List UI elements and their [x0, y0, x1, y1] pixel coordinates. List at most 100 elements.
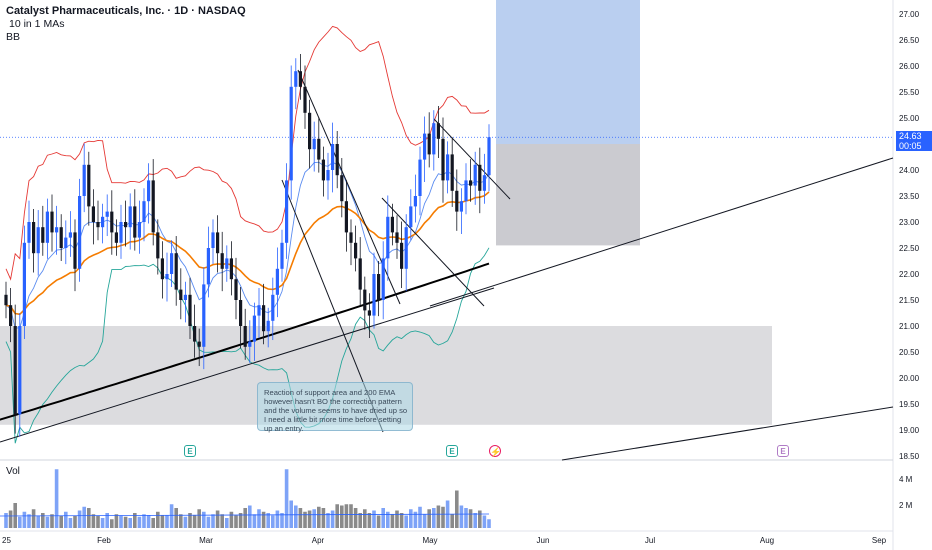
bb-upper-band: [5, 25, 490, 281]
candle-body: [340, 175, 344, 202]
candle-body: [312, 138, 316, 150]
candle-body: [248, 341, 252, 347]
price-tick-label: 18.50: [899, 452, 920, 461]
candle-body: [36, 227, 40, 254]
volume-bar: [114, 514, 119, 528]
volume-bar: [321, 508, 326, 528]
time-tick-label: Apr: [312, 536, 325, 545]
volume-bar: [229, 511, 234, 528]
volume-bar: [64, 511, 68, 528]
volume-bar: [22, 511, 27, 528]
volume-bar: [18, 516, 22, 528]
price-tick-label: 21.00: [899, 322, 920, 331]
ema-mid-line: [5, 191, 490, 316]
trendlines-layer: [0, 69, 894, 461]
volume-bar: [307, 510, 312, 528]
candle-body: [96, 222, 100, 228]
candle-body: [229, 258, 233, 280]
volume-bar: [386, 511, 390, 528]
volume-bar: [183, 516, 188, 528]
candle-body: [73, 232, 77, 269]
volume-bar: [280, 513, 284, 528]
volume-bar: [133, 513, 137, 528]
volume-bar: [335, 504, 339, 528]
candle-body: [354, 242, 358, 259]
candle-body: [381, 258, 385, 300]
volume-bar: [284, 469, 289, 528]
volume-bar: [376, 515, 381, 528]
candle-body: [459, 201, 463, 212]
candle-body: [266, 320, 270, 332]
volume-bar: [119, 515, 123, 528]
candle-body: [41, 227, 45, 243]
volume-label[interactable]: Vol: [6, 466, 20, 477]
candle-body: [400, 242, 404, 269]
volume-bar: [409, 509, 413, 528]
time-axis: 25 Feb Mar Apr May Jun Jul Aug Sep: [2, 536, 887, 545]
volume-bar: [432, 508, 436, 528]
earnings-event-icon[interactable]: E: [777, 445, 789, 457]
volume-bar: [82, 506, 86, 528]
volume-bar: [317, 506, 321, 528]
dividend-event-icon[interactable]: ⚡: [489, 445, 502, 457]
earnings-event-icon[interactable]: E: [184, 445, 196, 457]
price-tick-label: 27.00: [899, 10, 920, 19]
candle-body: [482, 175, 486, 191]
volume-bar: [197, 509, 201, 528]
volume-bar: [372, 510, 376, 528]
candle-body: [13, 326, 17, 415]
volume-bar: [248, 505, 252, 528]
candle-body: [32, 222, 36, 254]
volume-bar: [77, 510, 82, 528]
earnings-event-icon[interactable]: E: [446, 445, 458, 457]
candle-body: [151, 180, 155, 233]
rising-trendline: [0, 287, 495, 443]
candle-body: [446, 154, 450, 181]
candle-body: [211, 232, 215, 248]
volume-bar: [326, 513, 330, 528]
candle-body: [418, 159, 422, 196]
volume-bar: [36, 515, 40, 528]
candle-body: [137, 222, 141, 238]
candle-body: [45, 211, 49, 243]
candle-body: [119, 222, 123, 243]
candle-body: [303, 86, 307, 113]
candle-body: [202, 284, 206, 347]
candle-body: [377, 274, 381, 300]
volume-bar: [54, 469, 59, 528]
candle-body: [239, 300, 243, 326]
volume-bar: [31, 509, 36, 528]
volume-bar: [27, 514, 31, 528]
time-tick-label: Mar: [199, 536, 213, 545]
volume-bar: [441, 506, 445, 528]
bb-indicator-label[interactable]: BB: [6, 31, 21, 43]
candle-body: [321, 159, 325, 181]
candle-body: [252, 315, 256, 342]
candle-body: [193, 326, 197, 342]
last-price-value: 24.63: [899, 131, 922, 141]
annotation-note[interactable]: Reaction of support area and 200 EMA how…: [257, 382, 413, 433]
candle-body: [183, 294, 187, 300]
volume-bar: [294, 505, 298, 528]
symbol-title[interactable]: Catalyst Pharmaceuticals, Inc. · 1D · NA…: [6, 5, 246, 17]
candle-body: [349, 232, 353, 243]
volume-bar: [174, 508, 178, 528]
bb-lower-band: [5, 247, 490, 444]
volume-bar: [427, 509, 431, 528]
candle-body: [64, 237, 68, 248]
volume-bar: [146, 515, 151, 528]
candle-body: [358, 258, 362, 290]
candle-body: [395, 232, 399, 243]
candle-body: [216, 232, 220, 254]
candle-body: [78, 196, 82, 269]
volume-bar: [234, 515, 238, 528]
wedge-line: [433, 118, 511, 200]
candle-body: [220, 253, 224, 269]
volume-bar: [312, 509, 316, 528]
candle-body: [335, 144, 339, 176]
ma-indicator-label[interactable]: 10 in 1 MAs: [9, 18, 65, 30]
volume-bar: [367, 513, 372, 528]
candle-body: [469, 180, 473, 186]
volume-bar: [110, 519, 114, 528]
